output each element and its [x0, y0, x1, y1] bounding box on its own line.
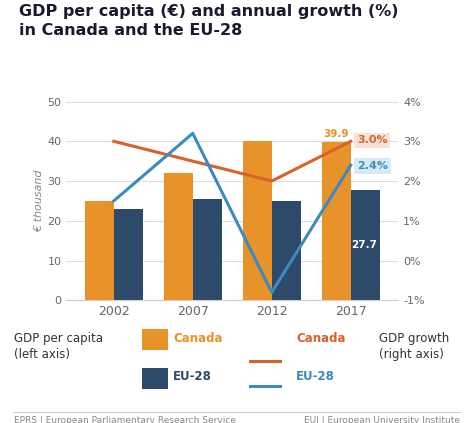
Text: EU-28: EU-28: [173, 371, 212, 384]
Bar: [164, 173, 193, 300]
Y-axis label: € thousand: € thousand: [35, 170, 45, 232]
Bar: [272, 201, 301, 300]
Bar: [114, 209, 143, 300]
Text: GDP growth
(right axis): GDP growth (right axis): [379, 332, 449, 361]
Text: Canada: Canada: [173, 332, 222, 345]
Text: 39.9: 39.9: [323, 129, 349, 139]
Text: 27.7: 27.7: [351, 240, 377, 250]
Text: EU-28: EU-28: [296, 371, 335, 384]
FancyBboxPatch shape: [142, 330, 168, 350]
Text: GDP per capita (€) and annual growth (%)
in Canada and the EU-28: GDP per capita (€) and annual growth (%)…: [19, 4, 399, 38]
Text: EUI | European University Institute: EUI | European University Institute: [304, 416, 460, 423]
Text: 3.0%: 3.0%: [357, 135, 388, 146]
Bar: [243, 141, 272, 300]
Bar: [321, 142, 351, 300]
Bar: [351, 190, 380, 300]
Text: 2.4%: 2.4%: [357, 161, 388, 171]
Bar: [193, 199, 222, 300]
Text: GDP per capita
(left axis): GDP per capita (left axis): [14, 332, 103, 361]
Bar: [84, 201, 114, 300]
Text: Canada: Canada: [296, 332, 346, 345]
FancyBboxPatch shape: [142, 368, 168, 389]
Text: EPRS | European Parliamentary Research Service: EPRS | European Parliamentary Research S…: [14, 416, 236, 423]
